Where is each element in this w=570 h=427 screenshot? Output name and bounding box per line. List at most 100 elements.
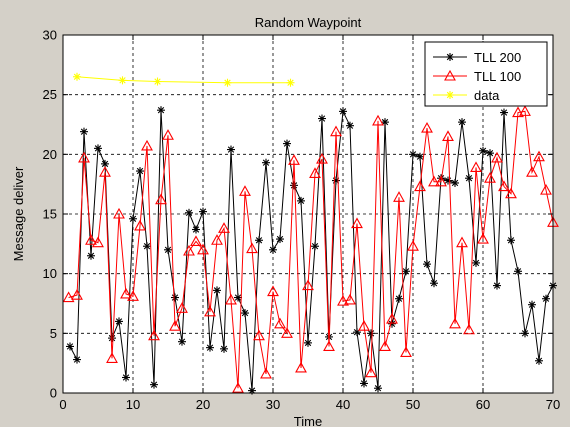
series-line [69,109,554,391]
data-point [148,329,160,341]
data-point [302,279,314,291]
data-point [169,320,181,331]
data-point [267,285,279,297]
x-tick-label: 40 [336,397,350,412]
data-point [465,174,473,183]
data-point [311,242,319,251]
data-point [330,125,342,137]
series-layer [62,72,559,395]
data-point [295,361,307,373]
data-point [87,251,95,260]
data-point [542,294,550,303]
data-point [442,130,454,141]
data-point [113,207,125,219]
data-point [505,187,517,199]
data-point [234,293,242,302]
data-point [337,294,349,306]
data-point [421,121,433,133]
ticks: 0 10 20 30 40 50 60 70 0 5 10 15 20 25 30 [43,28,561,413]
data-point [290,181,298,190]
data-point [309,167,321,178]
data-point [533,150,545,162]
data-point [316,152,328,164]
data-point [136,167,144,176]
legend-entry: TLL 200 [433,50,521,65]
data-point [225,293,237,305]
data-point [239,185,251,196]
series-tll-200 [66,106,557,395]
data-point [472,258,480,267]
data-point [199,207,207,216]
x-tick-label: 50 [406,397,420,412]
data-point [92,236,104,248]
data-point [446,53,454,61]
data-point [141,139,153,151]
data-point [127,290,139,301]
data-point [276,235,284,244]
data-point [115,317,123,326]
data-point [372,114,384,126]
data-point [358,320,370,331]
chart-title: Random Waypoint [255,15,362,30]
data-point [318,114,326,123]
data-point [85,234,97,245]
data-point [108,334,116,343]
data-point [540,184,552,195]
data-point [444,69,456,81]
data-point [519,105,531,116]
y-tick-label: 10 [43,266,57,281]
data-point [262,158,270,167]
data-point [281,327,293,338]
data-point [73,72,81,81]
data-point [122,373,130,382]
data-point [206,343,214,352]
data-point [388,319,396,328]
data-point [213,286,221,295]
data-point [528,300,536,309]
data-point [332,176,340,185]
data-point [185,208,193,217]
data-point [479,146,487,155]
x-tick-label: 0 [59,397,66,412]
x-tick-label: 60 [476,397,490,412]
legend-entry: TLL 100 [433,69,521,84]
data-point [407,240,419,251]
data-point [248,386,256,395]
data-point [220,344,228,353]
data-point [190,235,202,246]
data-point [62,291,75,303]
y-tick-label: 0 [50,386,57,401]
data-point [360,379,368,388]
data-point [253,329,265,341]
data-point [379,340,391,352]
data-point [456,236,468,248]
data-point [428,175,440,187]
data-point [150,380,158,389]
data-point [409,150,417,159]
data-point [192,225,200,234]
data-point [521,329,529,338]
data-point [446,91,454,99]
data-point [153,77,162,86]
data-point [451,178,459,187]
x-axis-label: Time [294,414,322,427]
data-point [106,352,118,363]
data-point [477,232,489,244]
data-point [514,267,522,276]
x-tick-label: 70 [546,397,560,412]
data-point [423,260,431,269]
data-point [498,180,510,192]
legend-entry: data [433,88,500,103]
data-point [118,76,127,85]
legend-label: TLL 200 [474,50,521,65]
data-point [197,243,209,255]
data-point [435,175,447,187]
data-point [120,287,132,299]
legend-label: data [474,88,500,103]
data-point [66,342,74,351]
data-point [484,172,496,183]
data-point [227,145,235,154]
data-point [393,191,405,202]
data-point [80,127,88,136]
